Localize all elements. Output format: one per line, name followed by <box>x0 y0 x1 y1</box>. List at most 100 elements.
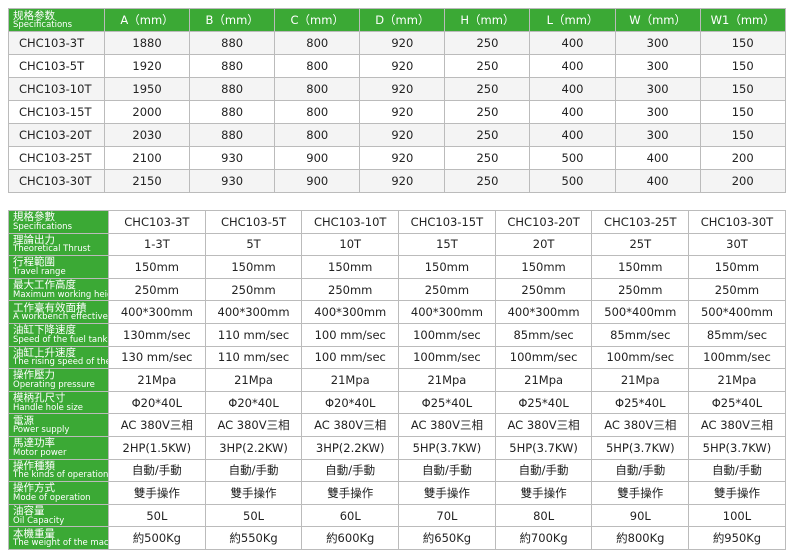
spec-row: 操作壓力 Operating pressure 21Mpa 21Mpa 21Mpa 21M… <box>8 368 786 392</box>
column-header: CHC103-10T <box>301 210 400 234</box>
column-header: CHC103-5T <box>204 210 303 234</box>
cell: 500*400mm <box>688 300 786 324</box>
cell: 150mm <box>591 255 690 279</box>
cell: 800 <box>274 100 361 124</box>
cell: 250 <box>444 169 531 193</box>
cell: 400 <box>614 146 701 170</box>
column-header: CHC103-3T <box>108 210 206 234</box>
cell: 1950 <box>103 77 191 101</box>
row-label: 理論出力 Theoretical Thrust <box>8 232 109 257</box>
cell: 250mm <box>108 277 206 302</box>
row-label: 規格參數 Specifications <box>8 210 109 234</box>
model-cell: CHC103-5T <box>8 54 105 78</box>
cell: 1920 <box>103 54 191 78</box>
cell: 500*400mm <box>591 300 690 324</box>
column-header: C（mm） <box>274 8 361 32</box>
cell: 50L <box>108 503 206 528</box>
cell: 自動/手動 <box>301 458 400 483</box>
cell: 20T <box>494 232 593 257</box>
column-header: L（mm） <box>529 8 616 32</box>
cell: 100L <box>688 503 786 528</box>
row-label: 操作種類 The kinds of operations <box>8 458 109 483</box>
cell: 500 <box>529 169 616 193</box>
label-en: Speed of the fuel tank under pressure <box>13 334 108 345</box>
data-row: CHC103-3T 1880 880 800 920 250 400 300 150 <box>8 31 786 55</box>
cell: 5HP(3.7KW) <box>591 435 690 460</box>
cell: 920 <box>359 31 446 55</box>
cell: 400 <box>529 31 616 55</box>
cell: 自動/手動 <box>494 458 593 483</box>
label-en: The weight of the machine <box>13 538 109 549</box>
cell: 15T <box>398 232 496 257</box>
cell: 300 <box>614 31 701 55</box>
label-zh: 馬達功率 <box>13 437 55 450</box>
cell: 150 <box>699 31 786 55</box>
cell: 800 <box>274 31 361 55</box>
label-zh: 本機重量 <box>13 527 55 540</box>
cell: 100mm/sec <box>494 345 593 370</box>
cell: 100mm/sec <box>591 345 690 370</box>
column-header: CHC103-30T <box>688 210 786 234</box>
row-label: 馬達功率 Motor power <box>8 435 109 460</box>
cell: 21Mpa <box>108 368 206 392</box>
label-en: The rising speed of the cylinder <box>13 357 108 368</box>
cell: 5HP(3.7KW) <box>398 435 496 460</box>
label-zh: 油缸上升速度 <box>13 346 76 359</box>
cell: 自動/手動 <box>108 458 206 483</box>
cell: AC 380V三相 <box>688 413 786 437</box>
cell: 85mm/sec <box>688 322 786 347</box>
label-en: Specifications <box>13 20 73 30</box>
cell: 800 <box>274 54 361 78</box>
cell: 150mm <box>204 255 303 279</box>
cell: 21Mpa <box>688 368 786 392</box>
label-zh: 操作方式 <box>13 482 55 495</box>
cell: 200 <box>699 169 786 193</box>
label-en: Operating pressure <box>13 379 95 390</box>
label-zh: 規格參數 <box>13 211 55 224</box>
cell: 800 <box>274 123 361 147</box>
label-en: Maximum working height <box>13 289 108 300</box>
label-en: The kinds of operations <box>13 470 109 481</box>
cell: 880 <box>189 31 276 55</box>
cell: 21Mpa <box>494 368 593 392</box>
cell: 150mm <box>494 255 593 279</box>
data-row: CHC103-25T 2100 930 900 920 250 500 400 200 <box>8 146 786 170</box>
label-en: A workbench effective area <box>13 312 108 323</box>
cell: Φ25*40L <box>398 390 496 415</box>
cell: 3HP(2.2KW) <box>301 435 400 460</box>
model-cell: CHC103-10T <box>8 77 105 101</box>
label-zh: 最大工作高度 <box>13 279 76 292</box>
row-label: 模柄孔尺寸 Handle hole size <box>8 390 109 415</box>
row-label: 操作壓力 Operating pressure <box>8 368 109 392</box>
cell: 100 mm/sec <box>301 322 400 347</box>
cell: 500 <box>529 146 616 170</box>
label-en: Motor power <box>13 447 67 458</box>
cell: 920 <box>359 77 446 101</box>
label-en: Oil Capacity <box>13 515 65 526</box>
cell: 400 <box>529 54 616 78</box>
label-zh: 油缸下降速度 <box>13 324 76 337</box>
row-label: 油容量 Oil Capacity <box>8 503 109 528</box>
cell: 250 <box>444 54 531 78</box>
label-zh: 行程範圍 <box>13 256 55 269</box>
cell: 雙手操作 <box>301 481 400 505</box>
cell: 自動/手動 <box>398 458 496 483</box>
cell: 約950Kg <box>688 526 786 550</box>
cell: 3HP(2.2KW) <box>204 435 303 460</box>
cell: 110 mm/sec <box>204 322 303 347</box>
cell: 900 <box>274 146 361 170</box>
cell: Φ20*40L <box>108 390 206 415</box>
cell: 150 <box>699 123 786 147</box>
cell: AC 380V三相 <box>301 413 400 437</box>
cell: 880 <box>189 54 276 78</box>
cell: 400*300mm <box>398 300 496 324</box>
cell: 2000 <box>103 100 191 124</box>
cell: 2150 <box>103 169 191 193</box>
cell: 雙手操作 <box>591 481 690 505</box>
cell: 100 mm/sec <box>301 345 400 370</box>
dimension-table: 规格参数 Specifications A（mm） B（mm） C（mm） D（mm） H（… <box>8 8 786 193</box>
column-header: D（mm） <box>359 8 446 32</box>
